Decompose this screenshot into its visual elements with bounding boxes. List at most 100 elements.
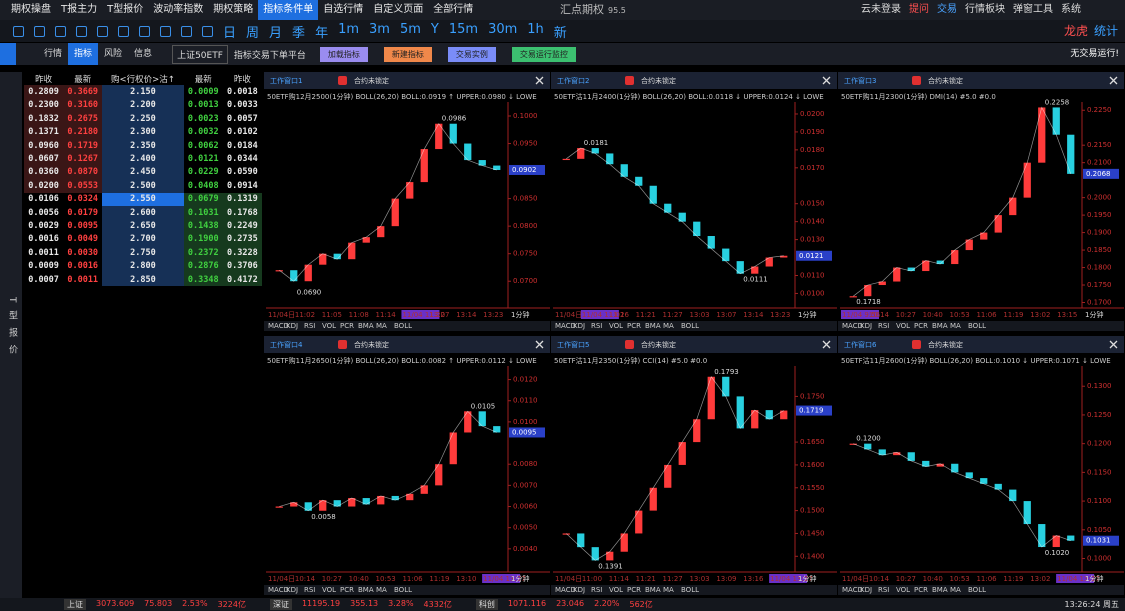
indicator-tab[interactable]: MA — [376, 322, 387, 330]
indicator-tab[interactable]: BMA — [645, 586, 661, 594]
tool-right[interactable]: 统计 — [1093, 24, 1118, 38]
indicator-tab[interactable]: PCR — [340, 322, 354, 330]
close-button[interactable] — [1109, 76, 1118, 85]
menu-item[interactable]: T报主力 — [61, 4, 98, 15]
indicator-tab[interactable]: BMA — [932, 322, 948, 330]
period[interactable]: 15m — [448, 21, 479, 37]
indicator-tab[interactable]: MA — [950, 586, 961, 594]
indicator-tab[interactable]: MACD — [555, 322, 576, 330]
period[interactable]: 年 — [315, 25, 329, 41]
period[interactable]: 3m — [369, 21, 390, 37]
period[interactable]: 1m — [338, 21, 360, 37]
indicator-tab[interactable]: VOL — [322, 586, 336, 594]
indicator-tab[interactable]: MACD — [268, 586, 289, 594]
menu-item[interactable]: T型报价 — [107, 4, 144, 15]
menu-right-item[interactable]: 系统 — [1061, 4, 1081, 15]
indicator-tab[interactable]: BMA — [932, 586, 948, 594]
close-button[interactable] — [535, 340, 544, 349]
indicator-tab[interactable]: PCR — [914, 322, 928, 330]
indicator-tab[interactable]: BMA — [645, 322, 661, 330]
collapse[interactable] — [0, 43, 16, 65]
tab[interactable]: 行情 — [44, 49, 63, 59]
close-button[interactable] — [1109, 340, 1118, 349]
icon[interactable] — [13, 25, 24, 37]
tab[interactable]: 信息 — [134, 49, 153, 59]
tab[interactable]: 风险 — [104, 49, 123, 59]
menu-item[interactable]: 波动率指数 — [153, 4, 204, 15]
indicator-tab[interactable]: BOLL — [681, 322, 699, 330]
indicator-tab[interactable]: RSI — [878, 586, 889, 594]
indicator-tab[interactable]: PCR — [627, 322, 641, 330]
close-button[interactable] — [535, 76, 544, 85]
menu-item[interactable]: 期权操盘 — [11, 4, 51, 15]
menu-right-item[interactable]: 云未登录 — [861, 4, 901, 15]
indicator-tab[interactable]: MACD — [555, 586, 576, 594]
indicator-tab[interactable]: MA — [376, 586, 387, 594]
indicator-tab[interactable]: KDJ — [286, 586, 298, 594]
close-button[interactable] — [822, 76, 831, 85]
indicator-tab[interactable]: BMA — [358, 586, 374, 594]
menu-item[interactable]: 自定义页面 — [373, 4, 424, 15]
indicator-tab[interactable]: BOLL — [681, 586, 699, 594]
icon[interactable] — [139, 25, 150, 37]
button[interactable]: 新建指标 — [383, 46, 432, 62]
icon[interactable] — [34, 25, 45, 37]
indicator-tab[interactable]: PCR — [914, 586, 928, 594]
button[interactable]: 加载指标 — [319, 46, 368, 62]
indicator-tab[interactable]: VOL — [609, 586, 623, 594]
indicator-tab[interactable]: MACD — [268, 322, 289, 330]
icon[interactable] — [160, 25, 171, 37]
close-button[interactable] — [822, 340, 831, 349]
indicator-tab[interactable]: KDJ — [286, 322, 298, 330]
indicator-tab[interactable]: BOLL — [394, 586, 412, 594]
period[interactable]: 30m — [488, 21, 518, 37]
indicator-tab[interactable]: MACD — [842, 586, 863, 594]
menu-right-item[interactable]: 交易 — [937, 4, 957, 15]
menu-item[interactable]: 自选行情 — [323, 4, 364, 15]
indicator-tab[interactable]: BOLL — [394, 322, 412, 330]
icon[interactable] — [97, 25, 108, 37]
menu-right-item[interactable]: 行情板块 — [965, 4, 1005, 15]
icon[interactable] — [76, 25, 87, 37]
button[interactable]: 交易运行监控 — [511, 46, 576, 62]
tool-right[interactable]: 龙虎 — [1063, 24, 1088, 38]
period[interactable]: 季 — [292, 25, 306, 41]
icon[interactable] — [55, 25, 66, 37]
menu-item[interactable]: 指标条件单 — [258, 0, 319, 20]
menu-item[interactable]: 全部行情 — [433, 4, 474, 15]
indicator-tab[interactable]: BOLL — [968, 322, 986, 330]
indicator-tab[interactable]: RSI — [591, 322, 602, 330]
indicator-tab[interactable]: MA — [663, 586, 674, 594]
indicator-tab[interactable]: VOL — [896, 586, 910, 594]
menu-right-item[interactable]: 弹窗工具 — [1013, 4, 1053, 15]
indicator-tab[interactable]: RSI — [304, 322, 315, 330]
period[interactable]: 1h — [527, 21, 544, 37]
icon[interactable] — [118, 25, 129, 37]
indicator-tab[interactable]: KDJ — [860, 322, 872, 330]
indicator-tab[interactable]: BMA — [358, 322, 374, 330]
indicator-tab[interactable]: KDJ — [860, 586, 872, 594]
period[interactable]: 周 — [246, 25, 260, 41]
indicator-tab[interactable]: VOL — [322, 322, 336, 330]
indicator-tab[interactable]: MA — [663, 322, 674, 330]
indicator-tab[interactable]: PCR — [627, 586, 641, 594]
button[interactable]: 交易实例 — [447, 46, 496, 62]
indicator-tab[interactable]: KDJ — [573, 322, 585, 330]
icon[interactable] — [181, 25, 192, 37]
indicator-tab[interactable]: RSI — [591, 586, 602, 594]
icon[interactable] — [202, 25, 213, 37]
period[interactable]: 新 — [553, 25, 567, 41]
period[interactable]: Y — [430, 21, 439, 37]
indicator-tab[interactable]: KDJ — [573, 586, 585, 594]
indicator-tab[interactable]: MA — [950, 322, 961, 330]
period[interactable]: 月 — [269, 25, 283, 41]
period[interactable]: 5m — [399, 21, 421, 37]
indicator-tab[interactable]: RSI — [304, 586, 315, 594]
indicator-tab[interactable]: VOL — [896, 322, 910, 330]
indicator-tab[interactable]: RSI — [878, 322, 889, 330]
period[interactable]: 日 — [223, 25, 237, 41]
tab[interactable]: 指标 — [68, 43, 99, 65]
indicator-tab[interactable]: VOL — [609, 322, 623, 330]
indicator-tab[interactable]: BOLL — [968, 586, 986, 594]
menu-item[interactable]: 期权策略 — [213, 4, 254, 15]
